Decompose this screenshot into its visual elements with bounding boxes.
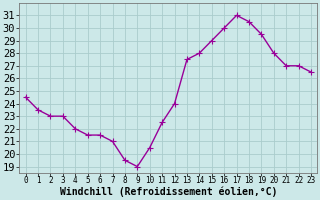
X-axis label: Windchill (Refroidissement éolien,°C): Windchill (Refroidissement éolien,°C) [60, 187, 277, 197]
